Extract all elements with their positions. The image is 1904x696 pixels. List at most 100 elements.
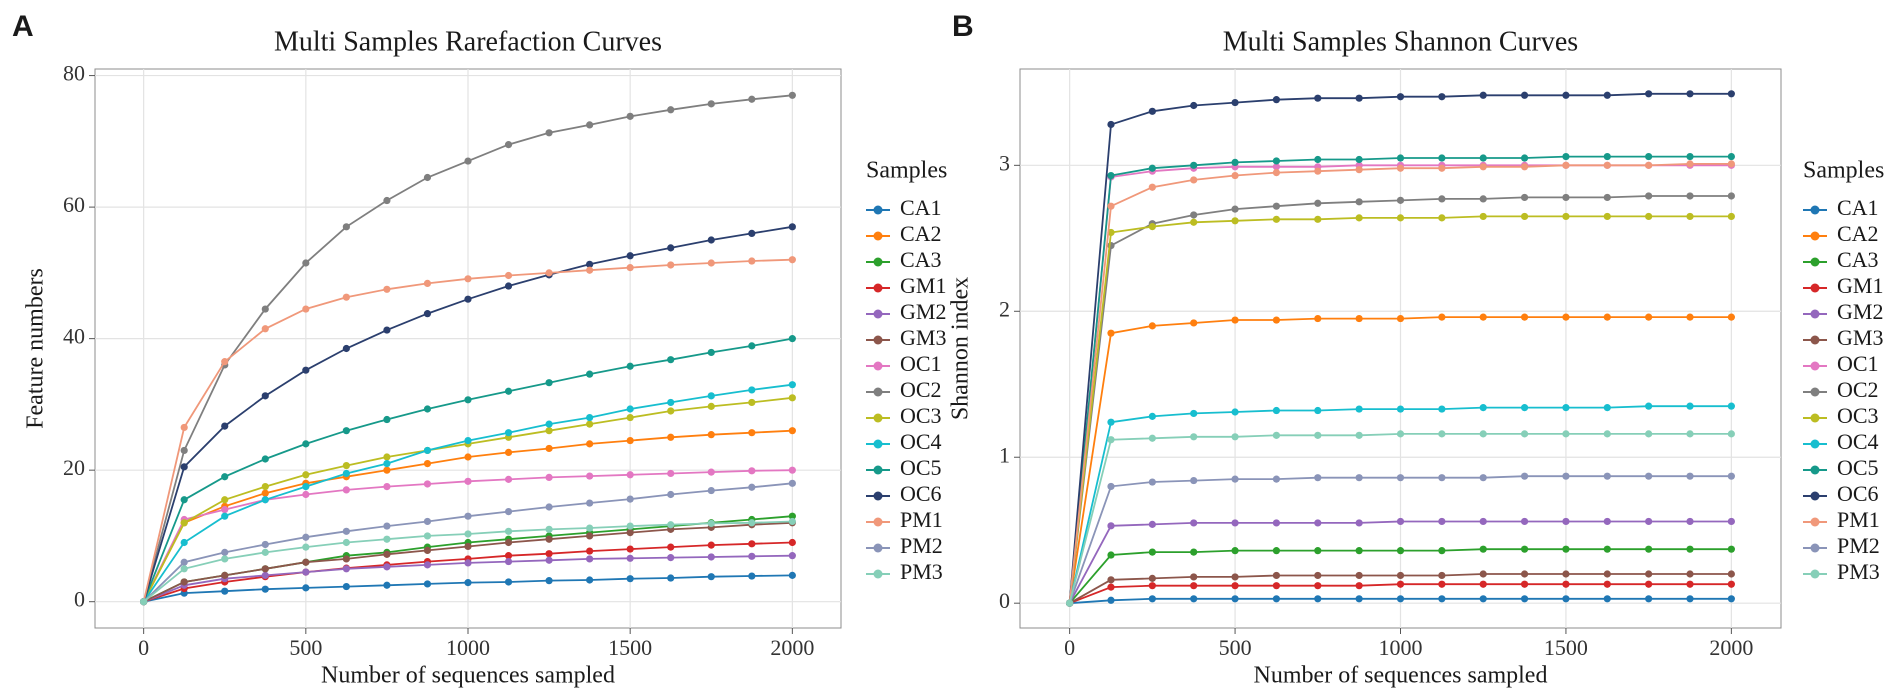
data-point [788, 479, 796, 487]
data-point [626, 529, 634, 537]
data-point [667, 469, 675, 478]
data-point [1272, 595, 1281, 603]
panel-label: A [12, 10, 34, 43]
data-point [1562, 430, 1570, 438]
data-point [707, 402, 715, 410]
data-point [748, 95, 756, 103]
legend-swatch [873, 205, 883, 215]
data-point [1438, 154, 1446, 162]
data-point [788, 223, 796, 231]
data-point [667, 433, 675, 441]
data-point [788, 517, 796, 526]
x-tick-label: 1000 [446, 635, 490, 660]
data-point [1190, 101, 1198, 110]
data-point [1148, 548, 1156, 556]
data-point [1231, 573, 1239, 581]
data-point [1727, 313, 1735, 321]
data-point [1603, 472, 1611, 480]
data-point [1272, 519, 1281, 527]
data-point [1520, 163, 1529, 171]
data-point [1231, 98, 1239, 107]
data-point [1727, 580, 1735, 588]
data-point [748, 572, 756, 580]
data-point [545, 129, 553, 137]
data-point [667, 543, 675, 551]
legend-label: CA1 [1837, 195, 1879, 220]
data-point [1686, 580, 1694, 588]
data-point [667, 554, 675, 562]
data-point [1603, 313, 1611, 321]
data-point [1727, 160, 1735, 168]
data-point [1355, 314, 1363, 323]
legend-label: OC2 [900, 377, 942, 402]
data-point [1231, 433, 1239, 441]
data-point [221, 587, 229, 595]
data-point [1727, 402, 1735, 410]
data-point [1520, 545, 1529, 553]
data-point [383, 285, 391, 293]
data-point [464, 453, 472, 461]
data-point [707, 519, 715, 528]
data-point [1107, 551, 1115, 559]
data-point [626, 495, 634, 503]
data-point [1645, 545, 1653, 553]
data-point [586, 121, 594, 129]
legend-label: GM2 [1837, 299, 1883, 324]
data-point [1686, 90, 1694, 98]
data-point [1520, 91, 1529, 99]
data-point [1107, 583, 1115, 591]
data-point [1314, 94, 1322, 102]
data-point [1148, 412, 1156, 420]
x-tick-label: 2000 [1709, 635, 1753, 660]
data-point [667, 407, 675, 415]
legend-label: GM1 [900, 273, 946, 298]
data-point [1355, 155, 1363, 164]
data-point [261, 548, 269, 556]
data-point [504, 557, 513, 566]
data-point [1396, 164, 1405, 172]
data-point [1190, 319, 1198, 327]
y-tick-label: 40 [63, 324, 85, 349]
data-point [788, 427, 796, 435]
legend-swatch [873, 335, 883, 345]
data-point [1272, 163, 1281, 171]
data-point [545, 427, 553, 435]
legend-label: PM2 [1837, 533, 1880, 558]
data-point [1314, 595, 1322, 603]
data-point [1272, 215, 1281, 223]
data-point [586, 370, 594, 378]
data-point [1107, 120, 1115, 129]
data-point [1645, 472, 1653, 480]
data-point [1107, 202, 1115, 210]
data-point [1107, 576, 1115, 584]
legend-swatch [1810, 465, 1820, 475]
legend-swatch [1810, 335, 1820, 345]
data-point [464, 530, 472, 538]
data-point [423, 517, 432, 526]
data-point [1355, 519, 1363, 527]
data-point [1396, 93, 1405, 101]
data-point [586, 555, 594, 563]
y-tick-label: 1 [999, 442, 1010, 467]
y-tick-label: 60 [63, 192, 85, 217]
x-axis-title: Number of sequences sampled [321, 663, 615, 689]
legend-swatch [873, 491, 883, 501]
data-point [221, 506, 229, 514]
data-point [302, 259, 310, 267]
data-point [261, 571, 269, 579]
data-point [261, 455, 269, 463]
data-point [586, 524, 594, 532]
data-point [626, 554, 634, 562]
legend-label: CA1 [900, 195, 942, 220]
data-point [423, 446, 432, 455]
data-point [1396, 430, 1405, 438]
data-point [383, 535, 391, 543]
data-point [342, 555, 350, 563]
data-point [1107, 171, 1115, 180]
data-point [626, 405, 634, 413]
data-point [1190, 176, 1198, 184]
data-point [748, 398, 756, 407]
data-point [1355, 405, 1363, 413]
data-point [383, 453, 391, 461]
data-point [1272, 202, 1281, 210]
